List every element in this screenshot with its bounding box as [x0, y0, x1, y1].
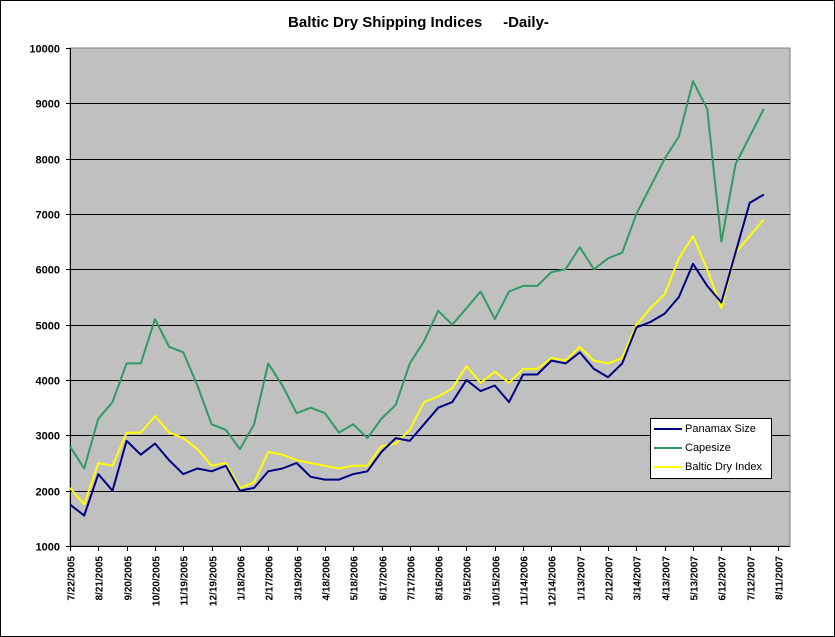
x-tick-label: 1/13/2007	[577, 556, 588, 601]
x-tick-label: 9/20/2005	[124, 556, 135, 601]
x-tick-label: 4/13/2007	[662, 556, 673, 601]
series-line-baltic-dry-index	[69, 218, 765, 506]
y-tick-label: 9000	[36, 99, 60, 111]
y-tick-label: 4000	[36, 376, 60, 388]
y-tick-label: 10000	[29, 44, 60, 56]
x-tick-label: 2/12/2007	[605, 556, 616, 601]
x-tick-label: 4/18/2006	[322, 556, 333, 601]
y-tick-label: 2000	[36, 487, 60, 499]
x-tick-label: 8/11/2007	[775, 556, 786, 600]
x-tick-label: 8/16/2006	[435, 556, 446, 601]
legend-label-bdi: Baltic Dry Index	[685, 460, 763, 473]
legend-label-panamax: Panamax Size	[685, 422, 756, 435]
x-tick-label: 5/13/2007	[690, 556, 701, 601]
x-tick-label: 7/12/2007	[747, 556, 758, 601]
x-tick-label: 6/12/2007	[718, 556, 729, 601]
x-tick-label: 3/14/2007	[633, 556, 644, 601]
legend: Panamax Size Capesize Baltic Dry Index	[650, 418, 772, 479]
x-tick-label: 10/20/2005	[152, 556, 163, 606]
x-tick-label: 12/19/2005	[209, 556, 220, 606]
x-tick-label: 11/14/2006	[520, 556, 531, 606]
x-tick-label: 9/15/2006	[463, 556, 474, 601]
legend-item-panamax: Panamax Size	[651, 419, 771, 438]
x-tick-label: 7/22/2005	[67, 556, 78, 601]
x-tick-label: 12/14/2006	[548, 556, 559, 606]
y-tick-label: 3000	[36, 431, 60, 443]
x-tick-label: 1/18/2006	[237, 556, 248, 601]
series-line-capesize	[69, 80, 765, 470]
x-tick-label: 11/19/2005	[180, 556, 191, 606]
x-tick-label: 5/18/2006	[350, 556, 361, 601]
x-tick-label: 2/17/2006	[265, 556, 276, 601]
legend-swatch-capesize	[654, 446, 682, 449]
x-tick-label: 3/19/2006	[294, 556, 305, 601]
y-tick-label: 6000	[36, 265, 60, 277]
legend-label-capesize: Capesize	[685, 441, 731, 454]
legend-item-bdi: Baltic Dry Index	[651, 457, 771, 476]
x-tick-label: 7/17/2006	[407, 556, 418, 601]
x-tick-label: 6/17/2006	[379, 556, 390, 601]
x-tick-label: 8/21/2005	[95, 556, 106, 601]
y-tick-label: 1000	[36, 542, 60, 554]
x-tick-label: 10/15/2006	[492, 556, 503, 606]
y-tick-label: 8000	[36, 155, 60, 167]
legend-item-capesize: Capesize	[651, 438, 771, 457]
chart-title: Baltic Dry Shipping Indices -Daily-	[288, 14, 549, 31]
y-tick-label: 7000	[36, 210, 60, 222]
legend-swatch-panamax	[654, 427, 682, 430]
series-line-panamax-size	[69, 193, 765, 517]
legend-swatch-bdi	[654, 465, 682, 468]
y-tick-label: 5000	[36, 321, 60, 333]
